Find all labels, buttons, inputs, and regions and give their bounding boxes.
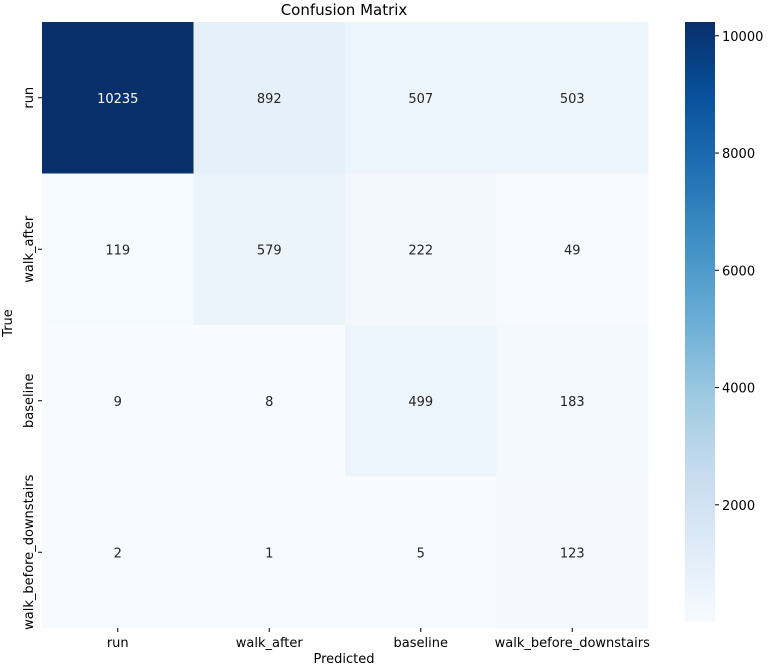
heatmap-cell — [345, 173, 497, 326]
y-tick-label: baseline — [22, 374, 37, 428]
heatmap-cell — [42, 22, 194, 174]
heatmap-cell — [345, 325, 497, 477]
chart-title: Confusion Matrix — [281, 1, 408, 19]
cell-value-label: 579 — [257, 243, 282, 258]
heatmap-cell — [193, 173, 346, 326]
y-axis: run walk_after baseline walk_before_downsta… — [22, 87, 42, 630]
heatmap-cell — [496, 325, 649, 477]
heatmap-cell — [496, 173, 649, 326]
heatmap-cell — [42, 173, 194, 326]
x-tick-label: walk_after — [236, 636, 304, 651]
heatmap-cell — [193, 325, 346, 477]
heatmap-cell — [193, 476, 346, 629]
y-tick-label: walk_before_downstairs — [22, 474, 37, 629]
cell-value-label: 1 — [265, 546, 273, 561]
cell-value-label: 499 — [408, 395, 433, 410]
x-tick-label: baseline — [394, 636, 448, 651]
x-axis: run walk_after baseline walk_before_downsta… — [107, 628, 650, 651]
cell-value-label: 8 — [265, 395, 273, 410]
x-axis-label: Predicted — [313, 652, 374, 665]
cell-value-label: 892 — [257, 92, 282, 107]
heatmap-cell — [42, 476, 194, 629]
colorbar-tick-label: 6000 — [722, 264, 755, 279]
colorbar-tick-label: 8000 — [722, 147, 755, 162]
cell-value-label: 10235 — [97, 92, 138, 107]
colorbar-tick-label: 2000 — [722, 499, 755, 514]
y-axis-label: True — [1, 309, 16, 338]
colorbar-tick-label: 10000 — [722, 30, 763, 45]
cell-value-label: 2 — [114, 546, 122, 561]
heatmap-cell — [345, 22, 497, 174]
colorbar — [685, 22, 715, 622]
y-tick-label: walk_after — [22, 215, 37, 283]
cell-value-label: 183 — [560, 395, 585, 410]
heatmap-cell — [496, 22, 649, 174]
cell-value-label: 9 — [114, 395, 122, 410]
heatmap-cell — [42, 325, 194, 477]
x-tick-label: walk_before_downstairs — [495, 636, 650, 651]
heatmap-cell — [345, 476, 497, 629]
cell-value-label: 222 — [408, 243, 433, 258]
cell-value-label: 5 — [417, 546, 425, 561]
cell-value-label: 503 — [560, 92, 585, 107]
cell-value-label: 49 — [564, 243, 581, 258]
colorbar-tick-label: 4000 — [722, 382, 755, 397]
y-tick-label: run — [22, 87, 37, 109]
heatmap-cell — [496, 476, 649, 629]
heatmap-cell — [193, 22, 346, 174]
cell-value-label: 123 — [560, 546, 585, 561]
colorbar-ticks: 2000 4000 6000 8000 10000 — [715, 30, 763, 514]
cell-value-label: 507 — [408, 92, 433, 107]
x-tick-label: run — [107, 636, 129, 651]
cell-value-label: 119 — [105, 243, 130, 258]
